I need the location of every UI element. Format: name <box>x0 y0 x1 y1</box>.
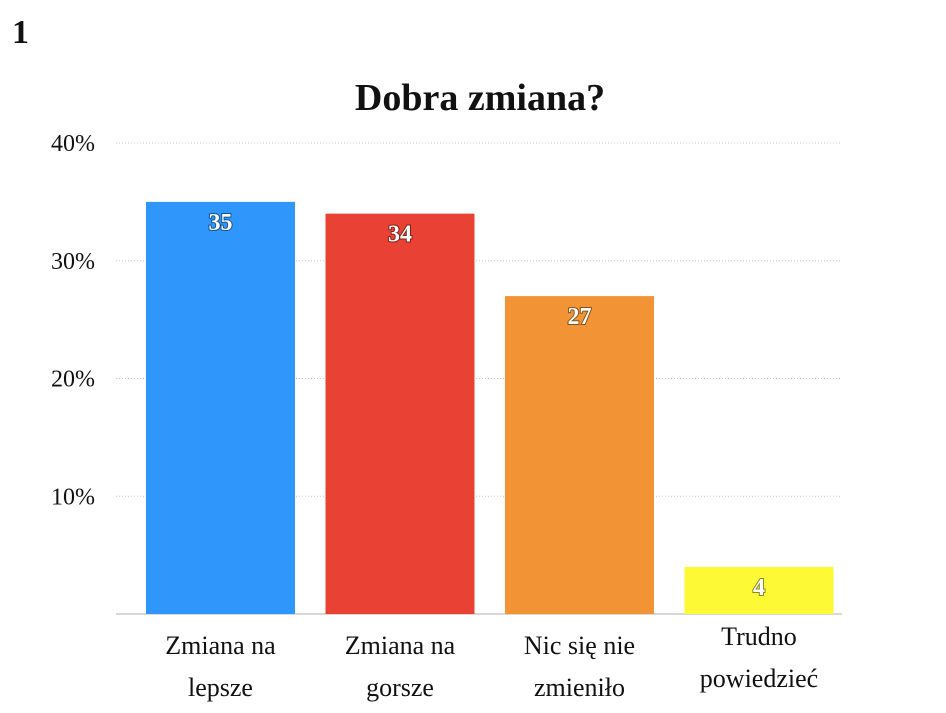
category-label: Trudno <box>721 622 797 651</box>
y-tick-label: 30% <box>51 249 95 275</box>
data-label: 4 <box>753 575 765 601</box>
y-tick-label: 20% <box>51 367 95 393</box>
data-label: 34 <box>388 222 412 248</box>
y-tick-label: 10% <box>51 484 95 510</box>
category-label: powiedzieć <box>700 664 818 693</box>
bar-2 <box>325 213 475 614</box>
x-axis: Zmiana na lepsze Zmiana na gorsze Nic się ni… <box>165 622 818 702</box>
category-label: Zmiana na <box>345 631 456 660</box>
bar-3 <box>505 296 654 614</box>
category-label: gorsze <box>366 673 434 702</box>
bar-4 <box>684 566 834 614</box>
category-label: Nic się nie <box>524 631 635 660</box>
data-label: 35 <box>208 210 232 236</box>
slide-number: 1 <box>12 14 29 51</box>
category-label: Zmiana na <box>165 631 276 660</box>
data-label: 27 <box>567 304 591 330</box>
y-tick-label: 40% <box>51 131 95 157</box>
bar-1 <box>146 201 295 614</box>
data-labels: 35 34 27 4 <box>207 209 766 602</box>
category-label: lepsze <box>188 673 253 702</box>
bars <box>146 201 834 614</box>
category-label: zmieniło <box>534 673 625 702</box>
chart-title: Dobra zmiana? <box>354 77 606 119</box>
